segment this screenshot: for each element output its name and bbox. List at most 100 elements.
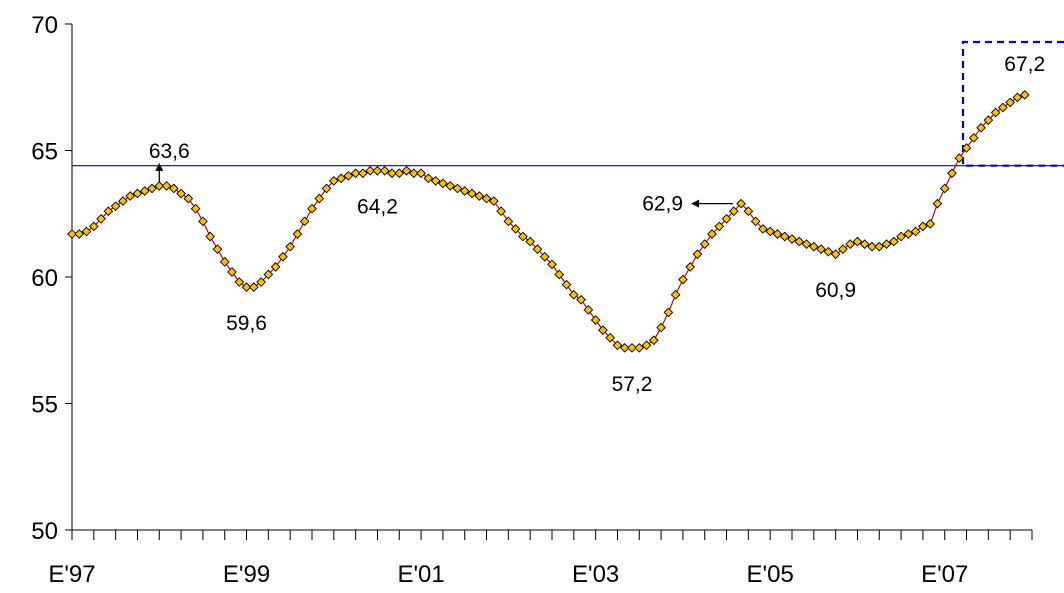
- y-tick-label: 50: [31, 518, 58, 545]
- data-point-marker: [874, 241, 885, 252]
- data-point-marker: [205, 231, 216, 242]
- data-point-marker: [372, 165, 383, 176]
- data-point-marker: [598, 325, 608, 335]
- data-point-marker: [278, 251, 288, 262]
- data-point-marker: [547, 259, 557, 270]
- data-point-marker: [241, 282, 252, 292]
- data-point-marker: [772, 229, 783, 239]
- data-point-marker: [896, 231, 906, 242]
- data-point-marker: [830, 249, 841, 260]
- data-point-marker: [612, 340, 623, 351]
- data-point-marker: [176, 188, 186, 199]
- data-point-marker: [838, 244, 848, 255]
- data-point-marker: [758, 224, 768, 234]
- data-point-marker: [670, 289, 681, 300]
- y-tick-label: 70: [31, 12, 58, 39]
- data-point-marker: [430, 176, 441, 186]
- annotation-arrowhead: [155, 162, 164, 171]
- data-point-marker: [154, 181, 165, 191]
- data-point-marker: [350, 168, 361, 179]
- data-point-marker: [212, 244, 223, 255]
- data-point-marker: [1019, 90, 1030, 100]
- highlight-box: [961, 40, 1064, 167]
- data-point-marker: [132, 188, 143, 199]
- annotation-label: 57,2: [612, 373, 653, 396]
- data-point-marker: [467, 188, 477, 199]
- data-point-marker: [190, 203, 201, 214]
- data-point-marker: [459, 186, 470, 196]
- data-point-marker: [518, 231, 528, 242]
- data-point-marker: [343, 170, 354, 181]
- data-point-marker: [139, 186, 150, 196]
- data-point-marker: [408, 168, 419, 179]
- annotations-group: 63,6 59,6 64,2 57,2 62,9 60,9 67,2: [149, 53, 1045, 396]
- data-point-marker: [88, 221, 99, 232]
- data-point-marker: [714, 221, 725, 232]
- data-point-marker: [488, 196, 499, 206]
- data-point-marker: [336, 173, 346, 184]
- data-point-marker: [998, 102, 1008, 113]
- data-point-marker: [801, 239, 812, 249]
- data-point-marker: [256, 277, 266, 287]
- data-point-marker: [328, 176, 339, 186]
- annotation-arrowhead: [691, 199, 700, 208]
- data-point-marker: [423, 173, 434, 184]
- data-point-marker: [590, 315, 601, 325]
- annotation-label: 67,2: [1004, 53, 1045, 76]
- data-point-marker: [270, 262, 281, 272]
- data-point-marker: [183, 193, 194, 204]
- y-tick-label: 55: [31, 392, 58, 419]
- highlight-box-group: [961, 40, 1064, 167]
- data-point-marker: [947, 168, 957, 179]
- data-point-marker: [74, 229, 85, 239]
- data-point-marker: [67, 229, 77, 239]
- data-point-marker: [925, 219, 936, 229]
- data-point-marker: [103, 206, 114, 217]
- data-point-marker: [576, 294, 586, 305]
- data-point-marker: [743, 206, 754, 217]
- series-markers-group: [67, 90, 1030, 353]
- data-point-marker: [685, 262, 696, 272]
- series-line-group: [72, 94, 1025, 349]
- data-point-marker: [554, 269, 565, 280]
- data-point-marker: [227, 267, 237, 277]
- data-point-marker: [510, 224, 521, 234]
- data-point-marker: [387, 168, 397, 179]
- data-point-marker: [750, 216, 761, 227]
- data-point-marker: [219, 256, 230, 267]
- data-point-marker: [932, 198, 943, 209]
- data-point-marker: [147, 183, 157, 194]
- data-point-marker: [452, 183, 463, 194]
- data-point-marker: [656, 322, 666, 333]
- annotation-label: 64,2: [357, 196, 398, 219]
- x-tick-label: E'03: [572, 561, 619, 588]
- data-point-marker: [903, 229, 914, 239]
- data-point-marker: [481, 193, 492, 204]
- data-point-marker: [736, 198, 746, 209]
- data-point-marker: [401, 165, 412, 176]
- data-point-marker: [314, 193, 325, 204]
- data-point-marker: [627, 343, 637, 353]
- data-point-marker: [525, 236, 536, 247]
- data-point-marker: [503, 216, 514, 227]
- data-point-marker: [910, 226, 921, 237]
- data-point-marker: [845, 239, 856, 249]
- data-point-marker: [292, 229, 303, 239]
- series-line: [72, 94, 1025, 349]
- data-point-marker: [867, 241, 877, 252]
- data-point-marker: [568, 289, 579, 300]
- data-point-marker: [779, 231, 790, 242]
- data-point-marker: [765, 226, 776, 237]
- y-tick-label: 60: [31, 265, 58, 292]
- data-point-marker: [699, 239, 710, 249]
- axes: 50 55 60 65 70 E'97 E'99 E'01 E'03 E'05 E'07: [31, 12, 1033, 588]
- data-point-marker: [539, 251, 550, 262]
- data-point-marker: [707, 229, 717, 239]
- data-point-marker: [794, 236, 805, 247]
- annotation-label: 62,9: [642, 193, 683, 216]
- x-tick-label: E'97: [48, 561, 95, 588]
- data-point-marker: [619, 343, 630, 353]
- data-point-marker: [416, 168, 426, 179]
